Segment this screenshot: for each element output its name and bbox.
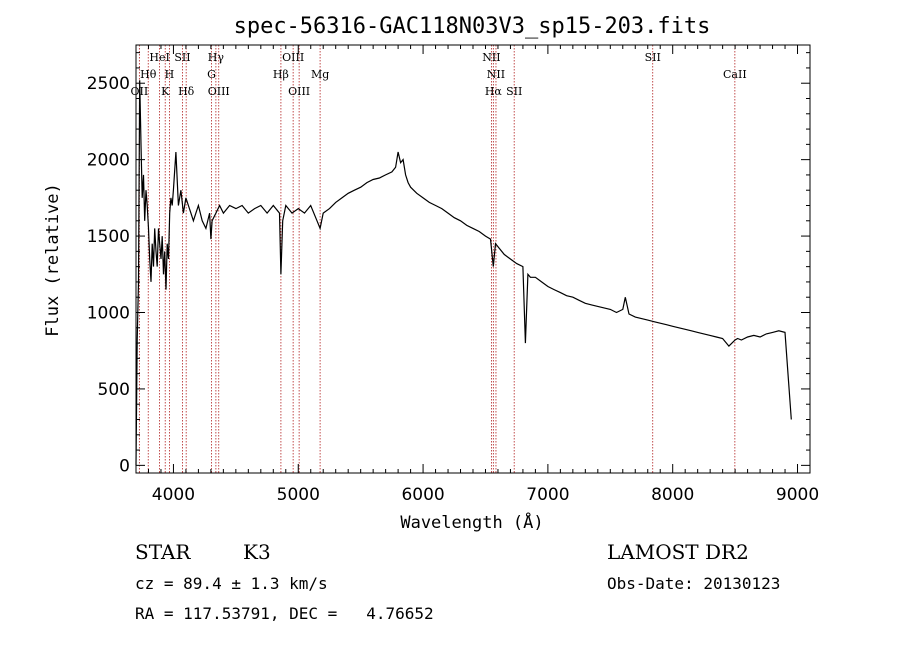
emission-line-labels: HθOIIHeIHKSIIHδHγGOIIIHβOIIIOIIIMgNIINII…: [131, 51, 747, 98]
line-label-12: OIII: [288, 85, 310, 98]
line-label-18: SII: [645, 51, 661, 64]
line-label-14: NII: [482, 51, 500, 64]
spectrum-chart: spec-56316-GAC118N03V3_sp15-203.fits Hθ O…: [43, 14, 819, 533]
line-label-2: HeI: [149, 51, 169, 64]
observation-date: Obs-Date: 20130123: [607, 574, 781, 593]
line-label-9: OIII: [208, 85, 230, 98]
line-label-7: Hγ: [208, 51, 225, 64]
emission-line-markers: [138, 45, 736, 473]
x-tick-label: 8000: [651, 485, 694, 505]
x-tick-label: 5000: [277, 485, 320, 505]
line-label-6: Hδ: [178, 85, 195, 98]
line-label-0: Hθ: [140, 68, 157, 81]
redshift-value: cz = 89.4 ± 1.3 km/s: [135, 574, 328, 593]
x-tick-label: 4000: [152, 485, 195, 505]
line-label-13: Mg: [311, 68, 329, 81]
x-axis-label: Wavelength (Å): [400, 511, 543, 533]
x-axis-ticks: 4000 5000 6000 7000 8000 9000: [135, 45, 819, 505]
line-label-3: H: [165, 68, 175, 81]
object-class: STAR: [135, 540, 191, 564]
y-axis-label: Flux (relative): [43, 183, 63, 337]
plot-frame: [135, 44, 811, 474]
y-tick-label: 1500: [87, 227, 130, 247]
line-label-10: Hβ: [273, 68, 289, 81]
line-label-11: OIII: [282, 51, 304, 64]
y-tick-label: 2000: [87, 151, 130, 171]
x-tick-label: 7000: [526, 485, 569, 505]
line-label-8: G: [207, 68, 216, 81]
line-label-16: Hα: [485, 85, 503, 98]
spectrum-line: [135, 80, 792, 466]
coordinates: RA = 117.53791, DEC = 4.76652: [135, 604, 434, 623]
line-label-15: NII: [487, 68, 505, 81]
y-tick-label: 0: [119, 456, 130, 476]
y-tick-label: 1000: [87, 304, 130, 324]
y-tick-label: 500: [98, 380, 130, 400]
survey-name: LAMOST DR2: [607, 540, 749, 564]
y-axis-ticks: 0 500 1000 1500 2000 2500: [87, 52, 810, 476]
line-label-5: SII: [174, 51, 190, 64]
line-label-19: CaII: [723, 68, 747, 81]
x-tick-label: 6000: [401, 485, 444, 505]
x-tick-label: 9000: [776, 485, 819, 505]
line-label-4: K: [161, 85, 170, 98]
object-subclass: K3: [243, 540, 271, 564]
y-tick-label: 2500: [87, 74, 130, 94]
line-label-17: SII: [506, 85, 522, 98]
chart-title: spec-56316-GAC118N03V3_sp15-203.fits: [234, 14, 711, 39]
